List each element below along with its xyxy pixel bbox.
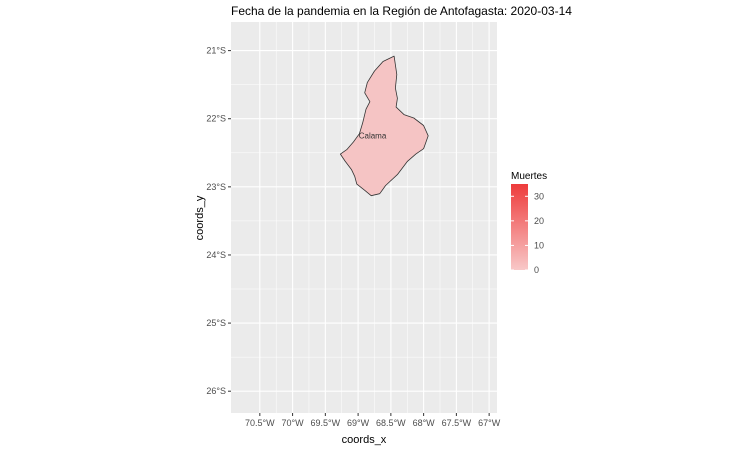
x-tick-label: 67.5°W — [442, 418, 472, 428]
region-calama — [339, 55, 429, 197]
region-label: Calama — [359, 131, 387, 140]
x-tick-label: 68°W — [413, 418, 436, 428]
legend-break-label: 20 — [534, 216, 544, 226]
y-tick-label: 21°S — [206, 46, 226, 56]
y-axis-ticks: 21°S 22°S 23°S 24°S 25°S 26°S — [206, 46, 231, 396]
x-tick-label: 68.5°W — [376, 418, 406, 428]
x-tick-label: 70.5°W — [245, 418, 275, 428]
legend-break-label: 10 — [534, 240, 544, 250]
x-tick-label: 70°W — [282, 418, 305, 428]
y-tick-label: 25°S — [206, 318, 226, 328]
y-axis-title: coords_y — [194, 195, 206, 240]
legend-title: Muertes — [511, 171, 547, 182]
legend: Muertes 0 10 20 30 — [511, 171, 547, 275]
x-tick-label: 69.5°W — [311, 418, 341, 428]
x-tick-label: 67°W — [478, 418, 501, 428]
y-tick-label: 22°S — [206, 114, 226, 124]
y-tick-label: 23°S — [206, 182, 226, 192]
legend-break-label: 0 — [534, 265, 539, 275]
gridlines — [231, 22, 497, 413]
y-tick-label: 24°S — [206, 250, 226, 260]
x-axis-ticks: 70.5°W 70°W 69.5°W 69°W 68.5°W 68°W 67.5°W 67°W — [245, 413, 501, 428]
regions-layer: Calama — [339, 55, 429, 197]
legend-break-label: 30 — [534, 191, 544, 201]
x-tick-label: 69°W — [347, 418, 370, 428]
y-tick-label: 26°S — [206, 386, 226, 396]
map-title: Fecha de la pandemia en la Región de Ant… — [231, 4, 572, 18]
x-axis-title: coords_x — [342, 434, 387, 446]
legend-colorbar — [511, 184, 528, 270]
plot-panel — [231, 22, 497, 413]
